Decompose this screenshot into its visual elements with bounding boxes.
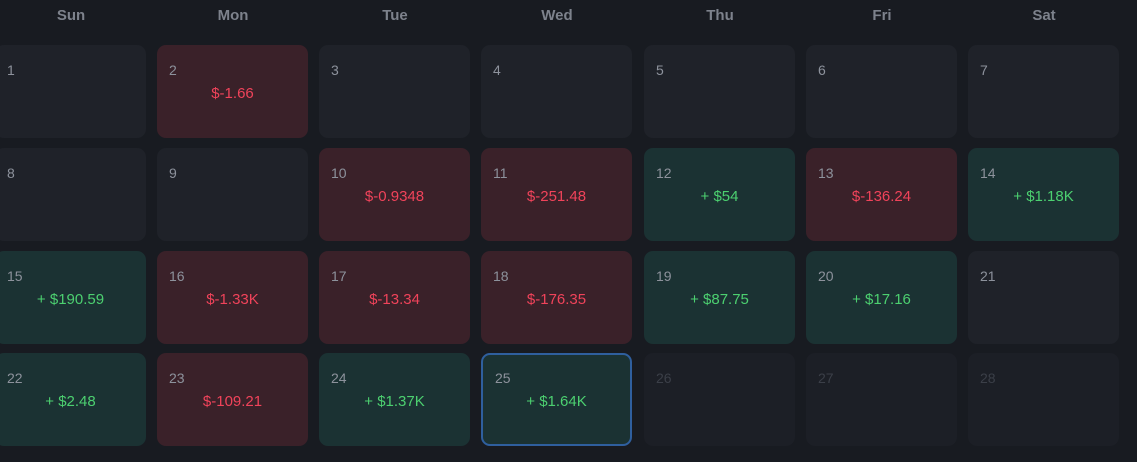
pnl-amount: + $1.18K	[1013, 188, 1074, 205]
day-number: 16	[169, 268, 185, 284]
pnl-amount: + $54	[700, 188, 739, 205]
day-number: 20	[818, 268, 834, 284]
day-cell-14[interactable]: 14 + $1.18K	[968, 148, 1119, 241]
day-cell-15[interactable]: 15 + $190.59	[0, 251, 146, 344]
weekday-sat: Sat	[1032, 7, 1056, 24]
day-number: 18	[493, 268, 509, 284]
day-cell-13[interactable]: 13 $-136.24	[806, 148, 957, 241]
day-cell-26[interactable]: 26	[644, 353, 795, 446]
day-cell-3[interactable]: 3	[319, 45, 470, 138]
pnl-amount: $-13.34	[369, 291, 420, 308]
pnl-amount: $-136.24	[851, 188, 912, 205]
day-number: 6	[818, 62, 826, 78]
weekday-sun: Sun	[56, 7, 86, 24]
day-cell-9[interactable]: 9	[157, 148, 308, 241]
day-cell-23[interactable]: 23 $-109.21	[157, 353, 308, 446]
pnl-amount: $-0.9348	[364, 188, 425, 205]
day-number: 27	[818, 370, 834, 386]
day-cell-25[interactable]: 25 + $1.64K	[481, 353, 632, 446]
day-number: 11	[493, 165, 508, 181]
day-number: 4	[493, 62, 501, 78]
day-cell-4[interactable]: 4	[481, 45, 632, 138]
day-cell-28[interactable]: 28	[968, 353, 1119, 446]
pnl-amount: $-109.21	[202, 393, 263, 410]
day-cell-19[interactable]: 19 + $87.75	[644, 251, 795, 344]
pnl-amount: + $87.75	[690, 291, 749, 308]
day-number: 5	[656, 62, 664, 78]
day-cell-17[interactable]: 17 $-13.34	[319, 251, 470, 344]
day-number: 23	[169, 370, 185, 386]
day-cell-5[interactable]: 5	[644, 45, 795, 138]
day-cell-6[interactable]: 6	[806, 45, 957, 138]
day-number: 14	[980, 165, 996, 181]
day-cell-7[interactable]: 7	[968, 45, 1119, 138]
day-number: 28	[980, 370, 996, 386]
day-number: 10	[331, 165, 347, 181]
day-number: 19	[656, 268, 672, 284]
day-cell-27[interactable]: 27	[806, 353, 957, 446]
day-number: 22	[7, 370, 23, 386]
day-number: 26	[656, 370, 672, 386]
day-number: 2	[169, 62, 177, 78]
pnl-amount: + $1.64K	[526, 393, 587, 410]
weekday-mon: Mon	[217, 7, 249, 24]
day-cell-12[interactable]: 12 + $54	[644, 148, 795, 241]
pnl-amount: $-251.48	[526, 188, 587, 205]
weekday-tue: Tue	[382, 7, 408, 24]
pnl-amount: + $17.16	[852, 291, 911, 308]
day-number: 7	[980, 62, 988, 78]
day-cell-18[interactable]: 18 $-176.35	[481, 251, 632, 344]
day-number: 9	[169, 165, 177, 181]
day-cell-1[interactable]: 1	[0, 45, 146, 138]
day-cell-20[interactable]: 20 + $17.16	[806, 251, 957, 344]
day-number: 8	[7, 165, 15, 181]
day-cell-8[interactable]: 8	[0, 148, 146, 241]
weekday-fri: Fri	[872, 7, 892, 24]
day-number: 21	[980, 268, 996, 284]
pnl-amount: + $1.37K	[364, 393, 425, 410]
day-cell-21[interactable]: 21	[968, 251, 1119, 344]
day-cell-2[interactable]: 2 $-1.66	[157, 45, 308, 138]
day-number: 12	[656, 165, 672, 181]
pnl-amount: $-1.33K	[206, 291, 259, 308]
day-number: 25	[495, 370, 511, 386]
day-number: 17	[331, 268, 347, 284]
pnl-amount: + $190.59	[36, 291, 105, 308]
day-number: 15	[7, 268, 23, 284]
day-cell-16[interactable]: 16 $-1.33K	[157, 251, 308, 344]
weekday-thu: Thu	[706, 7, 734, 24]
day-number: 1	[7, 62, 15, 78]
pnl-amount: $-1.66	[211, 85, 254, 102]
day-cell-11[interactable]: 11 $-251.48	[481, 148, 632, 241]
day-cell-10[interactable]: 10 $-0.9348	[319, 148, 470, 241]
weekday-wed: Wed	[541, 7, 573, 24]
pnl-amount: $-176.35	[526, 291, 587, 308]
day-number: 13	[818, 165, 834, 181]
day-number: 24	[331, 370, 347, 386]
day-cell-22[interactable]: 22 + $2.48	[0, 353, 146, 446]
day-number: 3	[331, 62, 339, 78]
day-cell-24[interactable]: 24 + $1.37K	[319, 353, 470, 446]
pnl-amount: + $2.48	[45, 393, 96, 410]
